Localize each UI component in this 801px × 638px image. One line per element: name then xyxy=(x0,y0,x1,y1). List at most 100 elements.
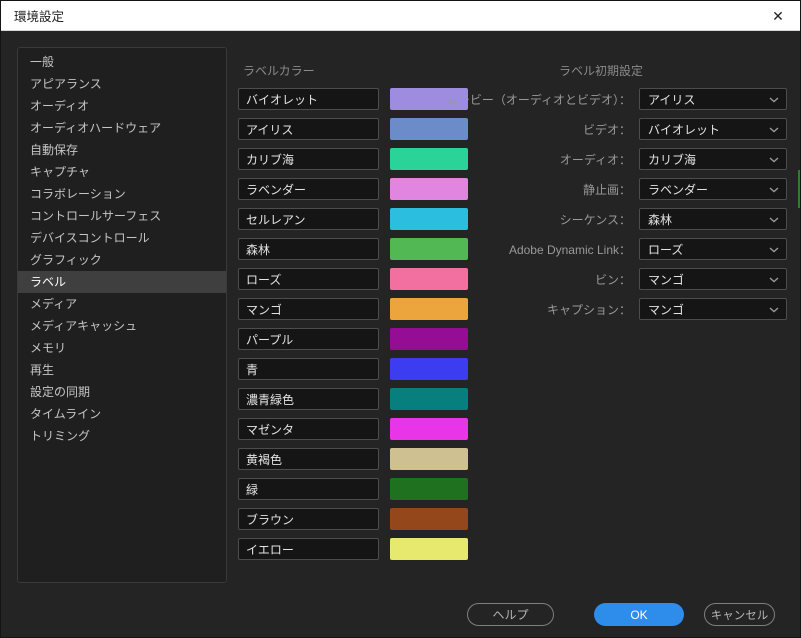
sidebar-item-2[interactable]: オーディオ xyxy=(30,99,90,113)
default-label: キャプション： xyxy=(546,302,631,317)
dropdown-value: マンゴ xyxy=(648,272,685,287)
label-default-row: ビン： マンゴ xyxy=(421,268,787,290)
color-swatch[interactable] xyxy=(390,388,468,410)
label-name-input[interactable] xyxy=(238,388,379,410)
default-label: 静止画： xyxy=(582,182,631,197)
color-swatch[interactable] xyxy=(390,298,468,320)
dropdown-value: ラベンダー xyxy=(648,182,709,197)
label-name-input[interactable] xyxy=(238,358,379,380)
color-swatch[interactable] xyxy=(390,448,468,470)
sidebar-item-10[interactable]: ラベル xyxy=(18,271,226,293)
label-color-row xyxy=(238,88,468,110)
default-dropdown[interactable]: ラベンダー xyxy=(639,178,787,200)
title-bar: 環境設定 ✕ xyxy=(1,1,800,31)
label-color-row xyxy=(238,328,468,350)
default-dropdown[interactable]: マンゴ xyxy=(639,298,787,320)
sidebar-item-9[interactable]: グラフィック xyxy=(30,253,102,267)
sidebar-item-6[interactable]: コラボレーション xyxy=(30,187,126,201)
color-swatch[interactable] xyxy=(390,148,468,170)
label-color-row xyxy=(238,358,468,380)
default-dropdown[interactable]: ローズ xyxy=(639,238,787,260)
label-name-input[interactable] xyxy=(238,328,379,350)
color-swatch[interactable] xyxy=(390,118,468,140)
sidebar-item-0[interactable]: 一般 xyxy=(30,55,55,69)
color-swatch[interactable] xyxy=(390,478,468,500)
cancel-button[interactable]: キャンセル xyxy=(704,603,775,626)
color-swatch[interactable] xyxy=(390,538,468,560)
label-name-input[interactable] xyxy=(238,298,379,320)
color-swatch[interactable] xyxy=(390,88,468,110)
color-swatch[interactable] xyxy=(390,268,468,290)
default-label: Adobe Dynamic Link： xyxy=(508,242,631,257)
default-dropdown[interactable]: マンゴ xyxy=(639,268,787,290)
sidebar-item-3[interactable]: オーディオハードウェア xyxy=(30,121,162,135)
dropdown-value: 森林 xyxy=(648,212,673,227)
chevron-down-icon xyxy=(769,97,779,103)
dialog-title: 環境設定 xyxy=(14,10,65,24)
color-swatch[interactable] xyxy=(390,358,468,380)
label-name-input[interactable] xyxy=(238,268,379,290)
chevron-down-icon xyxy=(769,157,779,163)
label-name-input[interactable] xyxy=(238,418,379,440)
color-swatch[interactable] xyxy=(390,208,468,230)
sidebar-item-13[interactable]: メモリ xyxy=(30,341,67,355)
label-name-input[interactable] xyxy=(238,508,379,530)
color-swatch[interactable] xyxy=(390,508,468,530)
sidebar-item-7[interactable]: コントロールサーフェス xyxy=(30,209,162,223)
label-name-input[interactable] xyxy=(238,118,379,140)
label-name-input[interactable] xyxy=(238,178,379,200)
label-name-input[interactable] xyxy=(238,88,379,110)
color-swatch[interactable] xyxy=(390,178,468,200)
label-default-row: ムービー（オーディオとビデオ）： アイリス xyxy=(421,88,787,110)
label-default-row: Adobe Dynamic Link： ローズ xyxy=(421,238,787,260)
label-color-row xyxy=(238,268,468,290)
label-color-row xyxy=(238,478,468,500)
label-name-input[interactable] xyxy=(238,238,379,260)
label-name-input[interactable] xyxy=(238,208,379,230)
sidebar-item-8[interactable]: デバイスコントロール xyxy=(30,231,150,245)
label-name-input[interactable] xyxy=(238,478,379,500)
label-name-input[interactable] xyxy=(238,448,379,470)
label-color-row xyxy=(238,238,468,260)
default-label: ビデオ： xyxy=(582,122,631,137)
label-name-input[interactable] xyxy=(238,538,379,560)
default-label: オーディオ： xyxy=(559,152,631,167)
dropdown-value: アイリス xyxy=(648,92,696,107)
sidebar-item-17[interactable]: トリミング xyxy=(30,429,91,443)
label-color-row xyxy=(238,538,468,560)
default-dropdown[interactable]: アイリス xyxy=(639,88,787,110)
label-default-row: 静止画： ラベンダー xyxy=(421,178,787,200)
ok-button[interactable]: OK xyxy=(594,603,684,626)
sidebar-item-11[interactable]: メディア xyxy=(30,297,78,311)
help-button[interactable]: ヘルプ xyxy=(467,603,554,626)
sidebar-item-4[interactable]: 自動保存 xyxy=(30,143,79,157)
color-swatch[interactable] xyxy=(390,328,468,350)
sidebar-item-14[interactable]: 再生 xyxy=(30,363,55,377)
default-dropdown[interactable]: 森林 xyxy=(639,208,787,230)
label-color-row xyxy=(238,208,468,230)
chevron-down-icon xyxy=(769,307,779,313)
label-default-row: オーディオ： カリブ海 xyxy=(421,148,787,170)
label-color-row xyxy=(238,388,468,410)
default-dropdown[interactable]: バイオレット xyxy=(639,118,787,140)
label-name-input[interactable] xyxy=(238,148,379,170)
chevron-down-icon xyxy=(769,217,779,223)
sidebar-item-16[interactable]: タイムライン xyxy=(30,407,102,421)
sidebar-item-15[interactable]: 設定の同期 xyxy=(30,385,91,399)
sidebar-item-1[interactable]: アピアランス xyxy=(30,77,102,91)
chevron-down-icon xyxy=(769,127,779,133)
dropdown-value: マンゴ xyxy=(648,302,685,317)
sidebar-item-12[interactable]: メディアキャッシュ xyxy=(30,319,138,333)
dropdown-value: バイオレット xyxy=(648,122,721,137)
default-label: ビン： xyxy=(594,272,631,287)
color-swatch[interactable] xyxy=(390,418,468,440)
default-label: シーケンス： xyxy=(559,212,631,227)
default-dropdown[interactable]: カリブ海 xyxy=(639,148,787,170)
sidebar-item-5[interactable]: キャプチャ xyxy=(30,165,90,179)
close-icon[interactable]: ✕ xyxy=(772,7,784,24)
label-defaults-header: ラベル初期設定 xyxy=(559,64,644,78)
label-color-row xyxy=(238,118,468,140)
color-swatch[interactable] xyxy=(390,238,468,260)
label-color-row xyxy=(238,448,468,470)
